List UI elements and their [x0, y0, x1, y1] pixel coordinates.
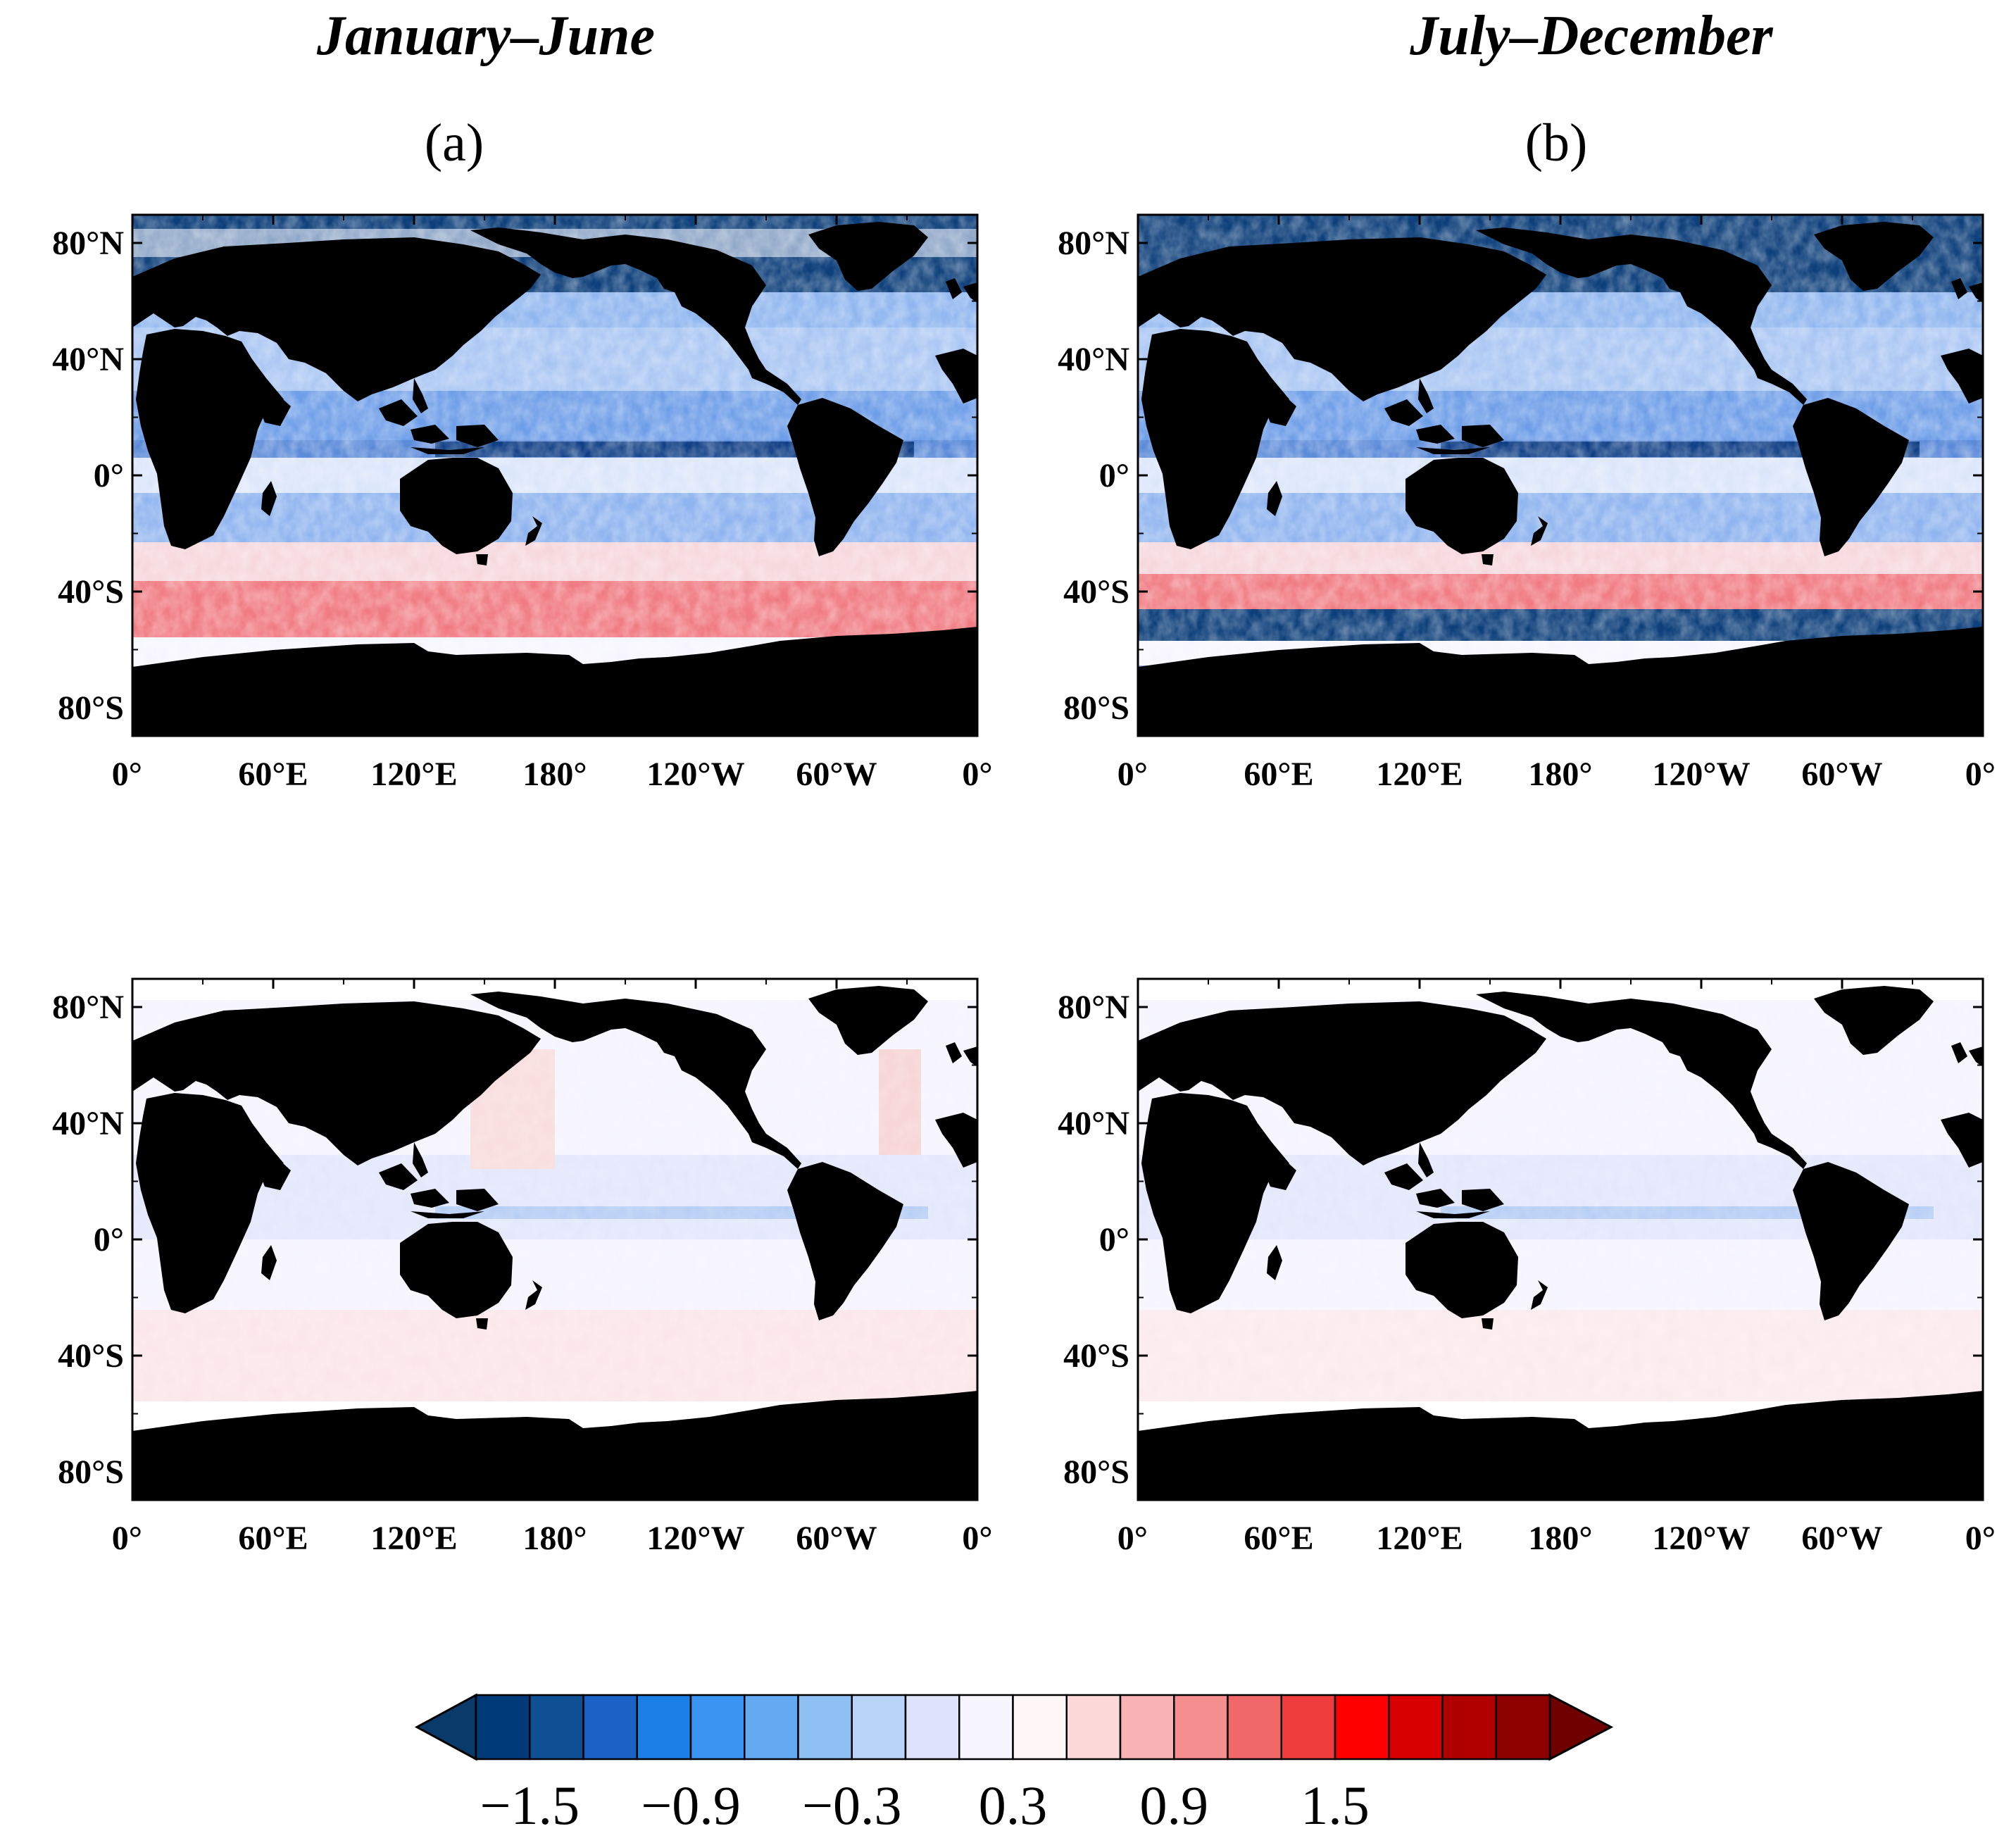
title-january-june: January–June	[316, 5, 656, 67]
colorbar-label: 0.9	[1140, 1775, 1209, 1836]
lon-label: 60°E	[238, 1520, 308, 1557]
lat-label: 0°	[94, 1221, 124, 1258]
lon-label: 0°	[1965, 1520, 1996, 1557]
map-panel-c	[131, 977, 979, 1501]
lon-label: 180°	[1528, 1520, 1592, 1557]
lon-label: 120°W	[1652, 1520, 1750, 1557]
lon-label: 120°E	[370, 756, 457, 793]
colorbar-swatch	[1388, 1694, 1444, 1761]
lon-label: 120°E	[1376, 756, 1463, 793]
lat-label: 40°S	[58, 1337, 124, 1375]
lon-label: 0°	[112, 756, 142, 793]
lat-label: 40°N	[52, 341, 124, 378]
lat-label: 40°S	[1063, 573, 1129, 611]
lat-label: 80°N	[1058, 989, 1129, 1026]
lon-label: 120°W	[646, 756, 744, 793]
colorbar-label: −0.3	[802, 1775, 902, 1836]
colorbar-swatch	[797, 1694, 853, 1761]
lat-label: 80°S	[1063, 689, 1129, 727]
colorbar-swatch	[1119, 1694, 1175, 1761]
colorbar-label: 1.5	[1301, 1775, 1370, 1836]
colorbar-swatch	[529, 1694, 584, 1761]
colorbar-swatch	[1012, 1694, 1068, 1761]
lon-label: 0°	[962, 756, 992, 793]
colorbar-swatch	[1334, 1694, 1390, 1761]
lon-label: 120°W	[646, 1520, 744, 1557]
colorbar-swatch	[1280, 1694, 1336, 1761]
lon-label: 60°E	[238, 756, 308, 793]
colorbar-swatch	[1227, 1694, 1282, 1761]
lat-label: 40°N	[52, 1105, 124, 1142]
lat-label: 80°S	[1063, 1453, 1129, 1491]
colorbar-swatch	[636, 1694, 692, 1761]
lat-label: 80°N	[1058, 225, 1129, 262]
lon-label: 60°W	[796, 1520, 877, 1557]
lon-label: 60°E	[1244, 756, 1313, 793]
lon-label: 0°	[1965, 756, 1996, 793]
map-axes: 80°N 40°N 0° 40°S 80°S 0° 60°E 120°E 180° 120°W 60…	[52, 215, 1996, 1557]
lon-label: 120°E	[370, 1520, 457, 1557]
lat-label: 80°S	[58, 689, 124, 727]
lat-label: 80°N	[52, 989, 124, 1026]
colorbar-swatch	[904, 1694, 960, 1761]
lon-label: 180°	[522, 1520, 587, 1557]
lat-label: 0°	[94, 457, 124, 494]
colorbar-swatch	[1495, 1694, 1551, 1761]
colorbar-swatch	[744, 1694, 799, 1761]
colorbar-low-arrow	[414, 1693, 477, 1761]
lat-label: 0°	[1099, 457, 1129, 494]
title-july-december: July–December	[1410, 5, 1773, 67]
lat-label: 40°N	[1058, 341, 1129, 378]
colorbar-swatch	[689, 1694, 746, 1761]
lat-label: 40°S	[58, 573, 124, 611]
colorbar-swatch	[582, 1694, 638, 1761]
map-panel-d	[1137, 977, 1984, 1501]
lon-label: 0°	[112, 1520, 142, 1557]
colorbar-swatch	[851, 1694, 907, 1761]
lon-label: 180°	[522, 756, 587, 793]
map-panel-a	[131, 213, 979, 737]
panel-label-b: (b)	[1524, 113, 1588, 173]
lon-label: 0°	[1117, 756, 1148, 793]
colorbar-label: 0.3	[979, 1775, 1048, 1836]
colorbar-swatch	[1065, 1694, 1122, 1761]
lon-label: 60°E	[1244, 1520, 1313, 1557]
lat-label: 40°N	[1058, 1105, 1129, 1142]
colorbar-high-arrow	[1548, 1693, 1614, 1761]
colorbar-swatch	[958, 1694, 1014, 1761]
lon-label: 0°	[1117, 1520, 1148, 1557]
lat-label: 80°S	[58, 1453, 124, 1491]
colorbar-swatch	[1173, 1694, 1229, 1761]
lon-label: 0°	[962, 1520, 992, 1557]
map-panel-b	[1137, 213, 1984, 737]
colorbar-swatch	[475, 1694, 531, 1761]
colorbar-label: −0.9	[641, 1775, 741, 1836]
lon-label: 180°	[1528, 756, 1592, 793]
lat-label: 80°N	[52, 225, 124, 262]
colorbar: −1.5 −0.9 −0.3 0.3 0.9 1.5	[414, 1693, 1614, 1836]
lat-label: 40°S	[1063, 1337, 1129, 1375]
lon-label: 60°W	[1801, 1520, 1882, 1557]
colorbar-swatch	[1441, 1694, 1497, 1761]
lon-label: 60°W	[796, 756, 877, 793]
lon-label: 120°E	[1376, 1520, 1463, 1557]
colorbar-label: −1.5	[480, 1775, 580, 1836]
lon-label: 120°W	[1652, 756, 1750, 793]
lat-label: 0°	[1099, 1221, 1129, 1258]
panel-label-a: (a)	[424, 113, 484, 173]
lon-label: 60°W	[1801, 756, 1882, 793]
